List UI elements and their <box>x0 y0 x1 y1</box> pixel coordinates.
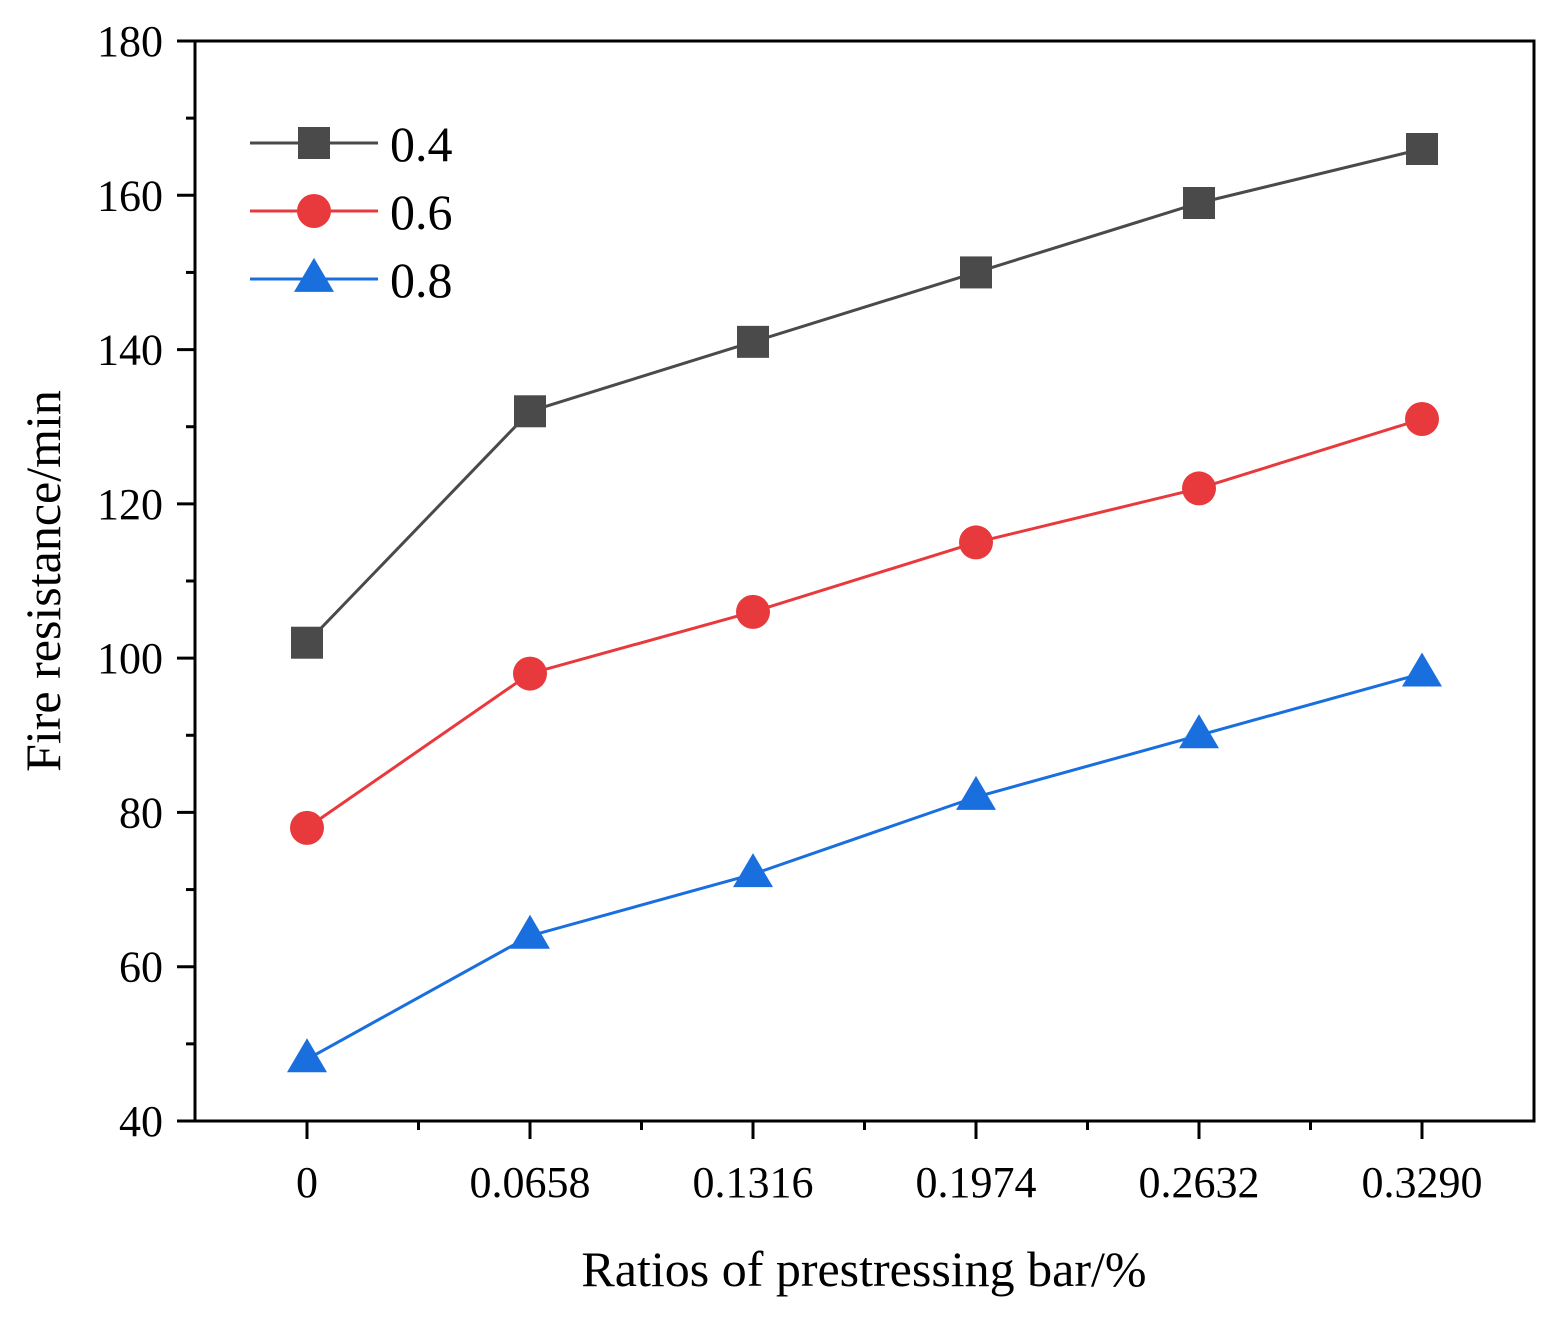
y-tick-label: 80 <box>119 788 163 837</box>
x-tick-label: 0.0658 <box>470 1158 591 1207</box>
series-line <box>306 417 1423 830</box>
y-tick-label: 140 <box>97 326 163 375</box>
data-point <box>960 256 992 289</box>
y-axis-title: Fire resistance/min <box>15 390 71 772</box>
legend-marker <box>294 257 334 292</box>
data-point <box>290 810 324 845</box>
data-point <box>1183 187 1215 219</box>
data-point <box>956 775 996 810</box>
x-tick-label: 0.3290 <box>1362 1158 1483 1207</box>
legend-entry: 0.4 <box>250 116 453 172</box>
x-tick-label: 0.1974 <box>916 1158 1037 1207</box>
legend: 0.4 0.6 0.8 <box>250 116 453 308</box>
y-tick-label: 160 <box>97 171 163 220</box>
data-point <box>510 914 550 949</box>
data-point <box>733 853 773 888</box>
series-0.4 <box>291 133 1438 659</box>
y-tick-label: 60 <box>119 943 163 992</box>
x-tick-label: 0.2632 <box>1139 1158 1260 1207</box>
data-point <box>736 594 770 629</box>
data-point <box>287 1038 327 1073</box>
data-point <box>1402 652 1442 687</box>
data-point <box>514 395 546 428</box>
data-point <box>513 656 547 691</box>
legend-label: 0.4 <box>390 116 453 172</box>
legend-label: 0.6 <box>390 184 453 240</box>
legend-marker <box>297 194 331 228</box>
legend-entry: 0.8 <box>250 252 453 308</box>
y-tick-label: 180 <box>97 17 163 66</box>
y-tick-label: 100 <box>97 634 163 683</box>
x-tick-label: 0.1316 <box>693 1158 814 1207</box>
data-point <box>1179 714 1219 749</box>
legend-entry: 0.6 <box>250 184 453 240</box>
data-point <box>737 325 769 358</box>
series-line <box>306 672 1423 1061</box>
x-axis-title: Ratios of prestressing bar/% <box>581 1241 1146 1297</box>
y-tick-label: 40 <box>119 1097 163 1146</box>
y-tick-label: 120 <box>97 480 163 529</box>
data-point <box>1405 402 1439 436</box>
series-0.8 <box>287 652 1442 1073</box>
legend-marker <box>298 127 330 159</box>
data-point <box>1406 133 1438 165</box>
axes: 40 60 80 100 120 140 160 180 0 0.0658 0.1316 0.1974… <box>97 17 1483 1207</box>
series-line <box>305 147 1423 644</box>
data-point <box>291 626 323 659</box>
series-0.6 <box>290 402 1439 845</box>
legend-label: 0.8 <box>390 252 453 308</box>
series-layer <box>287 133 1442 1073</box>
data-point <box>1182 471 1216 506</box>
plot-frame <box>193 39 1536 1123</box>
x-tick-label: 0 <box>296 1158 318 1207</box>
data-point <box>959 525 993 560</box>
